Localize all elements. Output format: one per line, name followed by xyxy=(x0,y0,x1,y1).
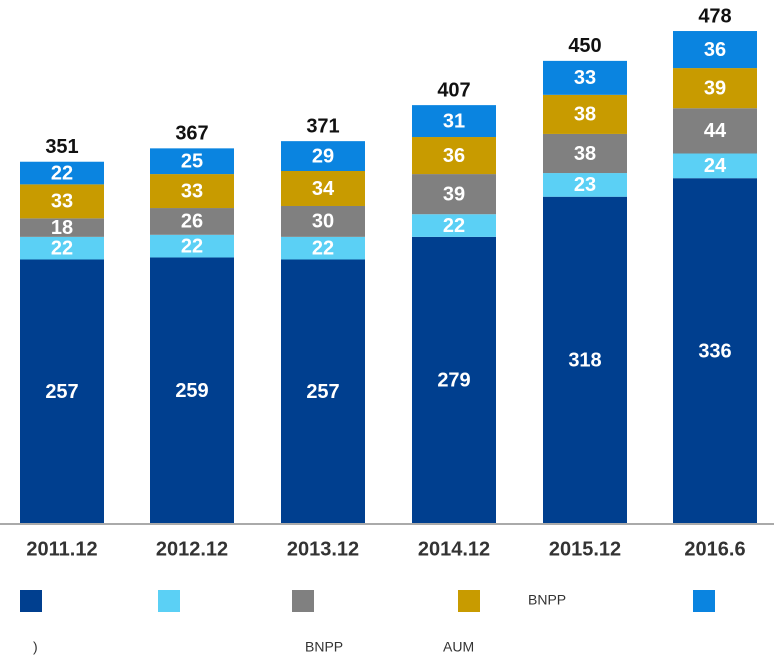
bar-segment xyxy=(673,31,757,69)
x-tick-label: 2011.12 xyxy=(26,538,97,560)
value-label: 257 xyxy=(45,381,78,403)
bar-segment xyxy=(150,174,234,209)
legend-swatch xyxy=(693,590,715,612)
value-label: 38 xyxy=(574,143,596,165)
x-tick-label: 2016.6 xyxy=(684,538,745,560)
value-label: 18 xyxy=(51,217,73,239)
bar-segment xyxy=(20,259,104,524)
total-label: 450 xyxy=(568,35,601,57)
bar-segment xyxy=(150,148,234,175)
value-label: 22 xyxy=(443,215,465,237)
footnote: ) xyxy=(33,639,38,655)
total-label: 351 xyxy=(45,136,78,158)
bar-segment xyxy=(673,153,757,179)
bar-segment xyxy=(412,214,496,237)
bar-segment xyxy=(281,259,365,524)
legend-swatch xyxy=(458,590,480,612)
legend-label: BNPP xyxy=(528,592,566,608)
value-label: 39 xyxy=(443,183,465,205)
x-tick-label: 2012.12 xyxy=(156,538,228,560)
value-label: 26 xyxy=(181,211,203,233)
bar-segment xyxy=(150,234,234,258)
value-label: 36 xyxy=(443,145,465,167)
value-label: 39 xyxy=(704,77,726,99)
value-label: 23 xyxy=(574,174,596,196)
bar-segment xyxy=(281,236,365,260)
value-label: 279 xyxy=(437,370,470,392)
bar-segment xyxy=(150,208,234,235)
value-label: 336 xyxy=(698,340,731,362)
x-tick-label: 2013.12 xyxy=(287,538,359,560)
bar-segment xyxy=(543,196,627,524)
total-label: 407 xyxy=(437,79,470,101)
legend-swatch xyxy=(292,590,314,612)
bar-segment xyxy=(20,218,104,237)
bar-segment xyxy=(20,236,104,260)
x-tick-label: 2014.12 xyxy=(418,538,490,560)
value-label: 24 xyxy=(704,155,727,177)
value-label: 22 xyxy=(51,162,73,184)
value-label: 318 xyxy=(568,350,601,372)
legend-swatch xyxy=(20,590,42,612)
value-label: 38 xyxy=(574,104,596,126)
total-label: 367 xyxy=(175,123,208,145)
bar-segment xyxy=(673,108,757,154)
bar-segment xyxy=(281,141,365,171)
value-label: 36 xyxy=(704,39,726,61)
value-label: 257 xyxy=(306,381,339,403)
bar-segment xyxy=(281,170,365,206)
value-label: 22 xyxy=(181,235,203,257)
bar-segment xyxy=(20,161,104,185)
value-label: 29 xyxy=(312,145,334,167)
value-label: 259 xyxy=(175,380,208,402)
value-label: 22 xyxy=(51,237,73,259)
bar-segment xyxy=(543,60,627,95)
total-label: 478 xyxy=(698,5,731,27)
value-label: 30 xyxy=(312,211,334,233)
total-label: 371 xyxy=(306,115,339,137)
bar-segment xyxy=(543,94,627,134)
legend-swatch xyxy=(158,590,180,612)
value-label: 44 xyxy=(704,120,727,142)
value-label: 33 xyxy=(574,67,596,89)
bar-segment xyxy=(412,236,496,525)
value-label: 34 xyxy=(312,178,335,200)
value-label: 33 xyxy=(181,180,203,202)
bar-segment xyxy=(543,133,627,174)
bar-segment xyxy=(543,173,627,197)
x-tick-label: 2015.12 xyxy=(549,538,621,560)
footnote: AUM xyxy=(443,639,474,655)
bar-segment xyxy=(412,105,496,138)
bar-segment xyxy=(412,174,496,215)
bar-segment xyxy=(673,68,757,109)
bar-segment xyxy=(20,184,104,219)
bar-segment xyxy=(673,178,757,524)
bar-segment xyxy=(281,205,365,237)
bar-segment xyxy=(412,137,496,175)
value-label: 31 xyxy=(443,110,465,132)
value-label: 22 xyxy=(312,237,334,259)
footnote: BNPP xyxy=(305,639,343,655)
bar-segment xyxy=(150,257,234,524)
value-label: 25 xyxy=(181,151,203,173)
value-label: 33 xyxy=(51,191,73,213)
